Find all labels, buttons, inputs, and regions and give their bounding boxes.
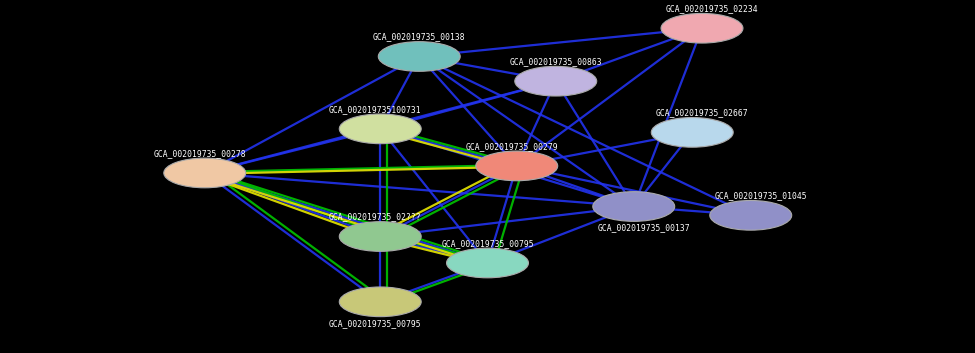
Circle shape [476,151,558,181]
Circle shape [593,192,675,221]
Text: GCA_002019735_02667: GCA_002019735_02667 [655,108,749,118]
Circle shape [661,13,743,43]
Text: GCA_002019735_00863: GCA_002019735_00863 [509,57,603,66]
Circle shape [710,201,792,230]
Text: GCA_002019735_01045: GCA_002019735_01045 [714,191,807,201]
Circle shape [339,287,421,317]
Text: GCA_002019735_00138: GCA_002019735_00138 [372,32,466,41]
Text: GCA_002019735_00278: GCA_002019735_00278 [154,149,246,158]
Circle shape [651,118,733,147]
Circle shape [164,158,246,188]
Text: GCA_002019735_00795: GCA_002019735_00795 [441,239,534,248]
Circle shape [339,222,421,251]
Circle shape [447,248,528,278]
Circle shape [339,114,421,144]
Text: GCA_002019735_00279: GCA_002019735_00279 [466,142,558,151]
Text: GCA_002019735_00137: GCA_002019735_00137 [597,223,690,232]
Text: GCA_002019735_00795: GCA_002019735_00795 [330,319,421,328]
Text: GCA_002019735_02???: GCA_002019735_02??? [330,212,421,221]
Circle shape [378,42,460,71]
Text: GCA_002019735100731: GCA_002019735100731 [330,105,421,114]
Text: GCA_002019735_02234: GCA_002019735_02234 [665,4,759,13]
Circle shape [515,66,597,96]
